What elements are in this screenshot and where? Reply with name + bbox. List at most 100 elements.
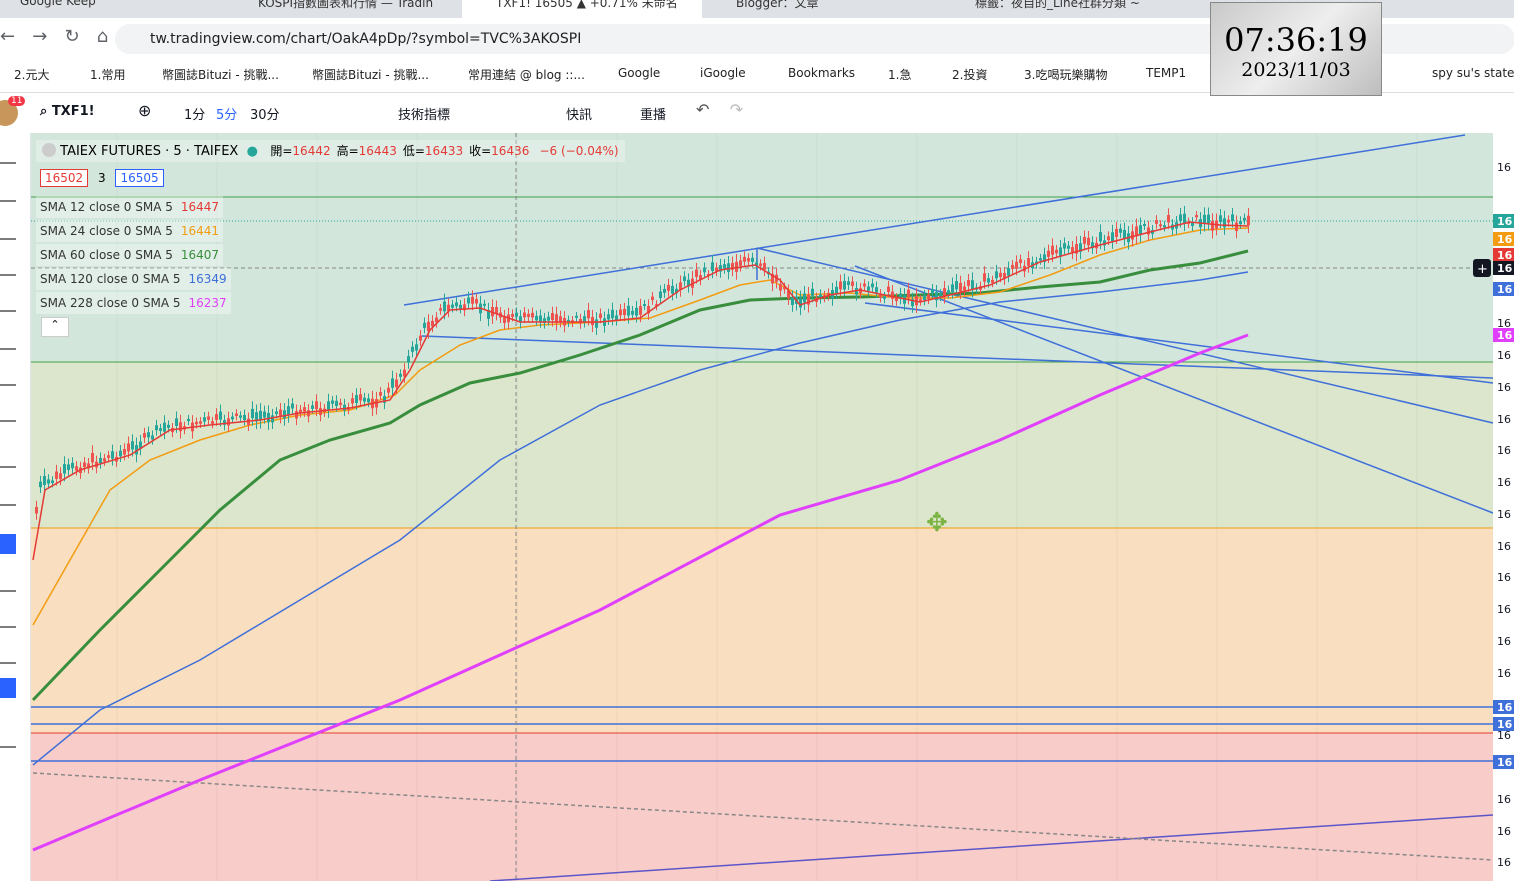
price-label: 16 (1497, 476, 1511, 489)
tool-icon[interactable] (0, 290, 16, 312)
candle (587, 310, 590, 319)
zone (31, 362, 1493, 528)
candle (643, 303, 646, 307)
bookmark[interactable]: 2.投資 (952, 68, 988, 82)
tool-icon[interactable] (0, 570, 16, 592)
candle (1123, 229, 1126, 239)
add-symbol[interactable]: ⊕ (138, 101, 152, 120)
candle (367, 398, 370, 403)
indicators-button[interactable]: 技術指標 (398, 108, 451, 123)
tool-icon[interactable] (0, 180, 16, 202)
nav-buttons[interactable]: ← → ↻ ⌂ (0, 26, 109, 47)
bookmark[interactable]: 幣圖誌Bituzi - 挑戰... (162, 68, 279, 82)
candle (547, 316, 550, 321)
symbol-search[interactable]: ⌕ TXF1! (40, 104, 95, 119)
tool-icon[interactable] (0, 218, 16, 240)
clock-date: 2023/11/03 (1241, 59, 1351, 81)
candle (927, 294, 930, 299)
tool-icon[interactable] (0, 484, 16, 506)
candle (459, 304, 462, 309)
clock-widget: 07:36:19 2023/11/03 (1210, 2, 1382, 96)
bookmark[interactable]: 常用連結 @ blog ::... (468, 68, 585, 82)
tool-icon[interactable] (0, 606, 16, 628)
candle (287, 406, 290, 416)
candle (1115, 228, 1118, 237)
legend: TAIEX FUTURES · 5 · TAIFEX ● 開=16442 高=16… (36, 140, 625, 162)
bookmark[interactable]: iGoogle (700, 66, 746, 80)
candle (119, 450, 122, 457)
candle (35, 506, 38, 514)
indicator-row: SMA 24 close 0 SMA 5 16441 (36, 220, 224, 242)
ohlc-label: 開= (270, 144, 293, 158)
tab[interactable]: TXF1! 16505 ▲ +0.71% 未命名 (496, 0, 678, 10)
bookmark[interactable]: 幣圖誌Bituzi - 挑戰... (312, 68, 429, 82)
candle (1235, 222, 1238, 232)
bookmark[interactable]: 2.元大 (14, 68, 50, 82)
alert-button[interactable]: 快訊 (566, 108, 593, 123)
replay-button[interactable]: 重播 (640, 108, 667, 123)
ma-line (32, 333, 1249, 852)
tab[interactable]: Google Keep (20, 0, 96, 8)
bookmark[interactable]: TEMP1 (1146, 66, 1187, 80)
tool-icon[interactable] (0, 328, 16, 350)
indicator-row: SMA 12 close 0 SMA 5 16447 (36, 196, 224, 218)
candle (515, 312, 518, 317)
candle (283, 410, 286, 419)
interval[interactable]: 1分 (184, 108, 206, 123)
trend-line (854, 265, 1494, 514)
candle (959, 282, 962, 292)
undo[interactable]: ↶ ↷ (696, 100, 744, 119)
bookmark[interactable]: Google (618, 66, 661, 80)
move-cursor: ✥ (926, 508, 948, 538)
tab[interactable]: 標籤：夜自的_Line社群分類 ~ (975, 0, 1140, 10)
candle (291, 403, 294, 409)
candle (311, 405, 314, 409)
candle (751, 257, 754, 262)
candle (1243, 217, 1246, 221)
interval[interactable]: 30分 (250, 108, 280, 123)
bookmark[interactable]: 1.常用 (90, 68, 126, 82)
candle (651, 296, 654, 301)
tab[interactable]: Blogger：文章 (736, 0, 819, 10)
candle (907, 289, 910, 298)
trend-line (32, 772, 1494, 861)
candle (779, 284, 782, 291)
candle (123, 449, 126, 455)
tab[interactable]: KOSPI指數圖表和行情 — Tradin (258, 0, 434, 10)
candle (259, 410, 262, 421)
bid[interactable]: 16502 (40, 169, 89, 187)
candle (1231, 214, 1234, 222)
ask[interactable]: 16505 (115, 169, 164, 187)
price-label: 16 (1497, 729, 1511, 742)
tool-icon[interactable] (0, 364, 16, 386)
interval[interactable]: 5分 (216, 108, 238, 123)
tool-icon[interactable] (0, 534, 16, 554)
avatar[interactable] (0, 100, 18, 126)
tool-icon[interactable] (0, 726, 16, 748)
bookmark[interactable]: spy su's state-... (1432, 66, 1514, 80)
candle (455, 302, 458, 307)
tool-icon[interactable] (0, 678, 16, 698)
bookmark[interactable]: 3.吃喝玩樂購物 (1024, 68, 1108, 82)
trend-line (403, 134, 1466, 306)
candle (731, 263, 734, 270)
url[interactable]: tw.tradingview.com/chart/OakA4pDp/?symbo… (150, 31, 582, 47)
candle (863, 283, 866, 287)
tool-icon[interactable] (0, 400, 16, 422)
tool-icon[interactable] (0, 254, 16, 276)
tool-icon[interactable] (0, 642, 16, 664)
candle (867, 286, 870, 291)
candle (39, 481, 42, 488)
price-tag-label: 16 (1497, 756, 1513, 769)
indicator-value: 16447 (180, 200, 220, 214)
candle (683, 276, 686, 282)
price-label: 16 (1497, 161, 1511, 174)
collapse-button[interactable]: ⌃ (41, 317, 69, 337)
ohlc-label: 高= (336, 144, 359, 158)
indicator-value: 16349 (188, 272, 227, 286)
bookmark[interactable]: 1.急 (888, 68, 912, 82)
tool-icon[interactable] (0, 446, 16, 468)
candle (263, 411, 266, 418)
tool-icon[interactable] (0, 142, 16, 164)
bookmark[interactable]: Bookmarks (788, 66, 856, 80)
